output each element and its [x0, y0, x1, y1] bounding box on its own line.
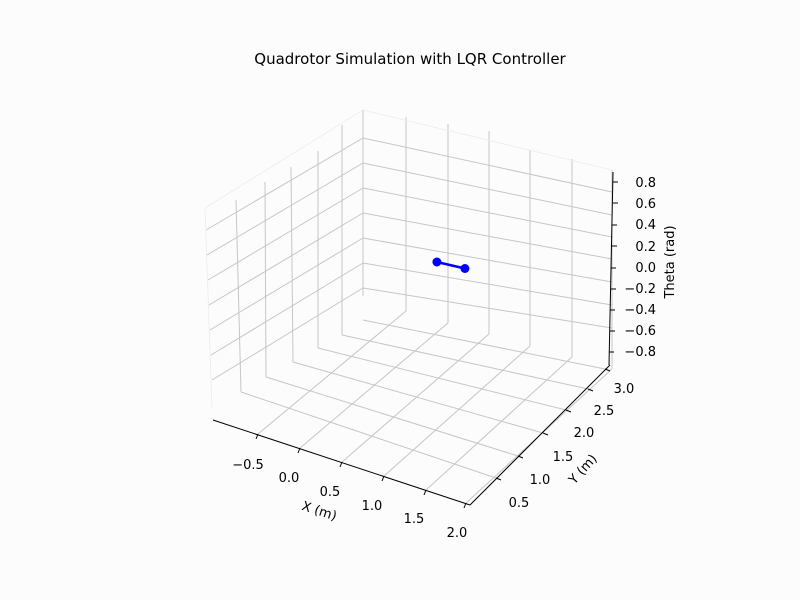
x-tick-label: 0.5 [320, 485, 341, 500]
grid-lines [205, 110, 613, 504]
y-axis-line [469, 364, 611, 506]
z-tick-label: −0.2 [624, 282, 656, 297]
x-tick-label: 1.5 [404, 512, 425, 527]
z-tick-label: 0.6 [635, 197, 656, 212]
z-tick-label: −0.8 [624, 345, 656, 360]
x-axis-ticks: −0.5 0.0 0.5 1.0 1.5 2.0 X (m) [232, 433, 468, 541]
pane-edges [204, 109, 613, 409]
z-tick-label: 0.8 [635, 176, 656, 191]
z-tick-label: −0.6 [624, 324, 656, 339]
z-axis-label: Theta (rad) [663, 225, 678, 299]
x-axis-label: X (m) [300, 499, 339, 524]
y-tick-label: 1.0 [530, 473, 551, 488]
z-tick-label: 0.4 [635, 218, 656, 233]
y-axis-ticks: 0.5 1.0 1.5 2.0 2.5 3.0 Y (m) [495, 368, 635, 511]
y-tick-label: 3.0 [614, 382, 635, 397]
z-tick-label: −0.4 [624, 303, 656, 318]
y-tick-label: 0.5 [509, 496, 530, 511]
x-tick-label: −0.5 [232, 458, 264, 473]
x-tick-label: 2.0 [447, 526, 468, 541]
chart-title: Quadrotor Simulation with LQR Controller [254, 50, 566, 68]
x-tick-label: 0.0 [279, 471, 300, 486]
z-axis-ticks: −0.8 −0.6 −0.4 −0.2 0.0 0.2 0.4 0.6 0.8 … [609, 176, 678, 360]
x-tick-label: 1.0 [362, 499, 383, 514]
data-point [460, 264, 470, 273]
y-tick-label: 2.5 [594, 404, 615, 419]
z-tick-label: 0.2 [635, 240, 656, 255]
y-tick-label: 2.0 [574, 426, 595, 441]
y-tick-label: 1.5 [553, 450, 574, 465]
z-tick-label: 0.0 [635, 261, 656, 276]
series-layer [432, 257, 470, 273]
series-line [436, 260, 466, 270]
data-point [432, 257, 442, 267]
